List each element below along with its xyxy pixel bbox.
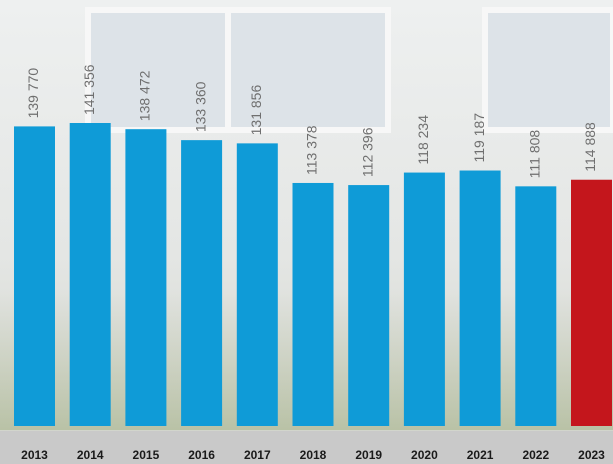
- bar: [14, 126, 55, 426]
- x-tick-label: 2017: [244, 448, 271, 462]
- x-tick-label: 2023: [578, 448, 605, 462]
- value-label: 119 187: [471, 113, 487, 163]
- category-strip: [0, 431, 613, 464]
- x-tick-label: 2022: [522, 448, 549, 462]
- x-tick-label: 2015: [133, 448, 160, 462]
- bar: [181, 140, 223, 426]
- value-label: 133 360: [192, 81, 208, 132]
- bar: [459, 170, 501, 426]
- value-label: 114 888: [582, 122, 598, 172]
- bar: [292, 182, 334, 426]
- bar: [515, 186, 557, 426]
- bar: [236, 143, 278, 427]
- bar: [348, 185, 390, 426]
- value-label: 113 378: [304, 125, 320, 175]
- value-label: 138 472: [137, 70, 153, 121]
- bar: [69, 123, 111, 426]
- x-tick-label: 2016: [188, 448, 215, 462]
- bar: [403, 172, 445, 426]
- x-tick-label: 2014: [77, 448, 104, 462]
- x-tick-label: 2018: [300, 448, 327, 462]
- value-label: 139 770: [25, 68, 41, 119]
- value-label: 111 808: [527, 130, 543, 179]
- x-tick-label: 2013: [21, 448, 48, 462]
- x-tick-label: 2020: [411, 448, 438, 462]
- value-label: 131 856: [248, 85, 264, 136]
- value-label: 118 234: [415, 115, 431, 165]
- bar: [571, 179, 612, 426]
- value-label: 141 356: [81, 64, 97, 115]
- bar: [125, 129, 167, 426]
- value-label: 112 396: [359, 127, 375, 177]
- x-tick-label: 2021: [467, 448, 494, 462]
- plot: 139 770 2013 141 356 2014 138 472 2015 133 360…: [14, 64, 612, 462]
- x-tick-label: 2019: [355, 448, 382, 462]
